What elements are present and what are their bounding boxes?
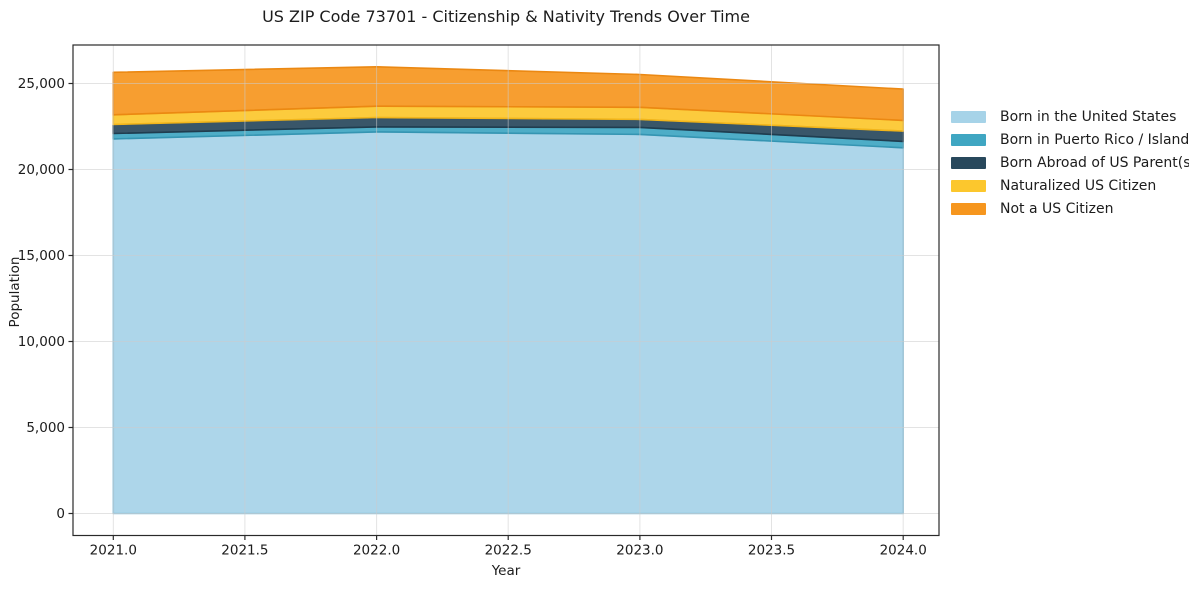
x-tick-label: 2021.5: [221, 543, 268, 559]
chart-title: US ZIP Code 73701 - Citizenship & Nativi…: [262, 7, 750, 26]
legend: Born in the United States Born in Puerto …: [951, 105, 1189, 221]
x-tick-label: 2021.0: [90, 543, 137, 559]
legend-label: Born in Puerto Rico / Islands: [1000, 131, 1189, 148]
x-tick-label: 2022.5: [485, 543, 532, 559]
legend-swatch-born-in-the-united-states: [951, 110, 986, 123]
y-axis-label: Population: [7, 256, 23, 328]
y-tick-label: 0: [56, 506, 65, 522]
legend-swatch-born-in-puerto-rico-islands: [951, 133, 986, 146]
x-tick-label: 2022.0: [353, 543, 400, 559]
y-tick-label: 25,000: [18, 76, 65, 92]
x-tick-label: 2023.0: [616, 543, 663, 559]
legend-swatch-not-a-us-citizen: [951, 203, 986, 216]
y-tick-label: 5,000: [26, 420, 65, 436]
x-tick-label: 2023.5: [748, 543, 795, 559]
x-axis-label: Year: [491, 563, 521, 579]
legend-swatch-naturalized-us-citizen: [951, 180, 986, 193]
legend-item-born-abroad-of-us-parent-s: Born Abroad of US Parent(s): [951, 151, 1189, 174]
legend-label: Born Abroad of US Parent(s): [1000, 154, 1189, 171]
legend-item-born-in-the-united-states: Born in the United States: [951, 105, 1189, 128]
y-tick-label: 15,000: [18, 248, 65, 264]
y-tick-label: 10,000: [18, 334, 65, 350]
y-tick-label: 20,000: [18, 162, 65, 178]
legend-label: Born in the United States: [1000, 108, 1177, 125]
legend-swatch-born-abroad-of-us-parent-s: [951, 156, 986, 169]
x-tick-label: 2024.0: [880, 543, 927, 559]
plot-frame: [72, 44, 940, 537]
legend-item-naturalized-us-citizen: Naturalized US Citizen: [951, 175, 1189, 198]
legend-item-born-in-puerto-rico-islands: Born in Puerto Rico / Islands: [951, 128, 1189, 151]
legend-item-not-a-us-citizen: Not a US Citizen: [951, 198, 1189, 221]
legend-label: Naturalized US Citizen: [1000, 178, 1157, 195]
legend-label: Not a US Citizen: [1000, 201, 1114, 218]
